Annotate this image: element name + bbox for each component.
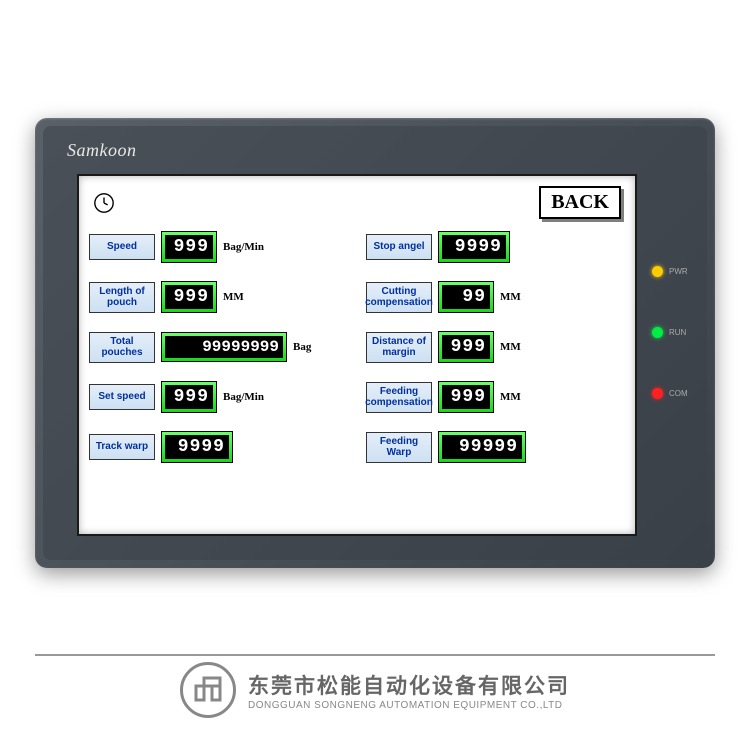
field-label-track-warp[interactable]: Track warp [89,434,155,460]
unit-label: Bag/Min [223,241,264,253]
unit-label: Bag [293,341,311,353]
value-display-total-pouches[interactable]: 99999999 [161,332,287,362]
led-row-run: RUN [652,327,689,338]
segment-value: 999 [165,235,213,259]
field-speed: Speed 999 Bag/Min [89,231,348,263]
footer-divider [35,654,715,656]
led-com [652,388,663,399]
led-pwr [652,266,663,277]
parameter-grid: Speed 999 Bag/Min Stop angel 9999 Length of p… [87,227,627,467]
segment-value: 99999 [442,435,522,459]
field-label-cutting-compensation[interactable]: Cutting compensation [366,282,432,313]
field-label-feeding-compensation[interactable]: Feeding compensation [366,382,432,413]
field-label-set-speed[interactable]: Set speed [89,384,155,410]
unit-label: MM [500,291,521,303]
field-label-feeding-warp[interactable]: Feeding Warp [366,432,432,463]
led-row-com: COM [652,388,689,399]
led-label: PWR [669,267,689,276]
led-row-pwr: PWR [652,266,689,277]
brand-label: Samkoon [67,140,137,161]
field-feeding-compensation: Feeding compensation 999 MM [366,381,625,413]
led-label: COM [669,389,689,398]
field-label-distance-of-margin[interactable]: Distance of margin [366,332,432,363]
field-cutting-compensation: Cutting compensation 99 MM [366,281,625,313]
unit-label: MM [500,391,521,403]
footer-company-en: DONGGUAN SONGNENG AUTOMATION EQUIPMENT C… [248,700,570,711]
field-label-total-pouches[interactable]: Total pouches [89,332,155,363]
field-stop-angel: Stop angel 9999 [366,231,625,263]
screen-topbar: BACK [87,184,627,227]
device-bezel: Samkoon BACK Speed 999 Bag/Min Stop angel 99… [43,126,707,560]
segment-value: 99 [442,285,490,309]
segment-value: 999 [165,385,213,409]
unit-label: Bag/Min [223,391,264,403]
value-display-cutting-compensation[interactable]: 99 [438,281,494,313]
back-button[interactable]: BACK [539,186,621,219]
segment-value: 999 [442,385,490,409]
hmi-screen[interactable]: BACK Speed 999 Bag/Min Stop angel 9999 Length… [77,174,637,536]
value-display-length-of-pouch[interactable]: 999 [161,281,217,313]
value-display-set-speed[interactable]: 999 [161,381,217,413]
value-display-track-warp[interactable]: 9999 [161,431,233,463]
field-track-warp: Track warp 9999 [89,431,348,463]
segment-value: 9999 [165,435,229,459]
status-leds: PWR RUN COM [652,266,689,399]
field-label-length-of-pouch[interactable]: Length of pouch [89,282,155,313]
field-set-speed: Set speed 999 Bag/Min [89,381,348,413]
hmi-device: Samkoon BACK Speed 999 Bag/Min Stop angel 99… [35,118,715,568]
value-display-stop-angel[interactable]: 9999 [438,231,510,263]
field-label-speed[interactable]: Speed [89,234,155,260]
field-length-of-pouch: Length of pouch 999 MM [89,281,348,313]
unit-label: MM [223,291,244,303]
value-display-speed[interactable]: 999 [161,231,217,263]
value-display-feeding-compensation[interactable]: 999 [438,381,494,413]
field-distance-of-margin: Distance of margin 999 MM [366,331,625,363]
clock-icon [93,192,115,214]
page-footer: 东莞市松能自动化设备有限公司 DONGGUAN SONGNENG AUTOMAT… [0,654,750,718]
segment-value: 999 [165,285,213,309]
segment-value: 999 [442,335,490,359]
company-logo [180,662,236,718]
field-total-pouches: Total pouches 99999999 Bag [89,331,348,363]
value-display-distance-of-margin[interactable]: 999 [438,331,494,363]
segment-value: 9999 [442,235,506,259]
unit-label: MM [500,341,521,353]
value-display-feeding-warp[interactable]: 99999 [438,431,526,463]
segment-value: 99999999 [165,336,283,358]
led-label: RUN [669,328,689,337]
field-label-stop-angel[interactable]: Stop angel [366,234,432,260]
footer-company-cn: 东莞市松能自动化设备有限公司 [248,670,570,700]
led-run [652,327,663,338]
field-feeding-warp: Feeding Warp 99999 [366,431,625,463]
